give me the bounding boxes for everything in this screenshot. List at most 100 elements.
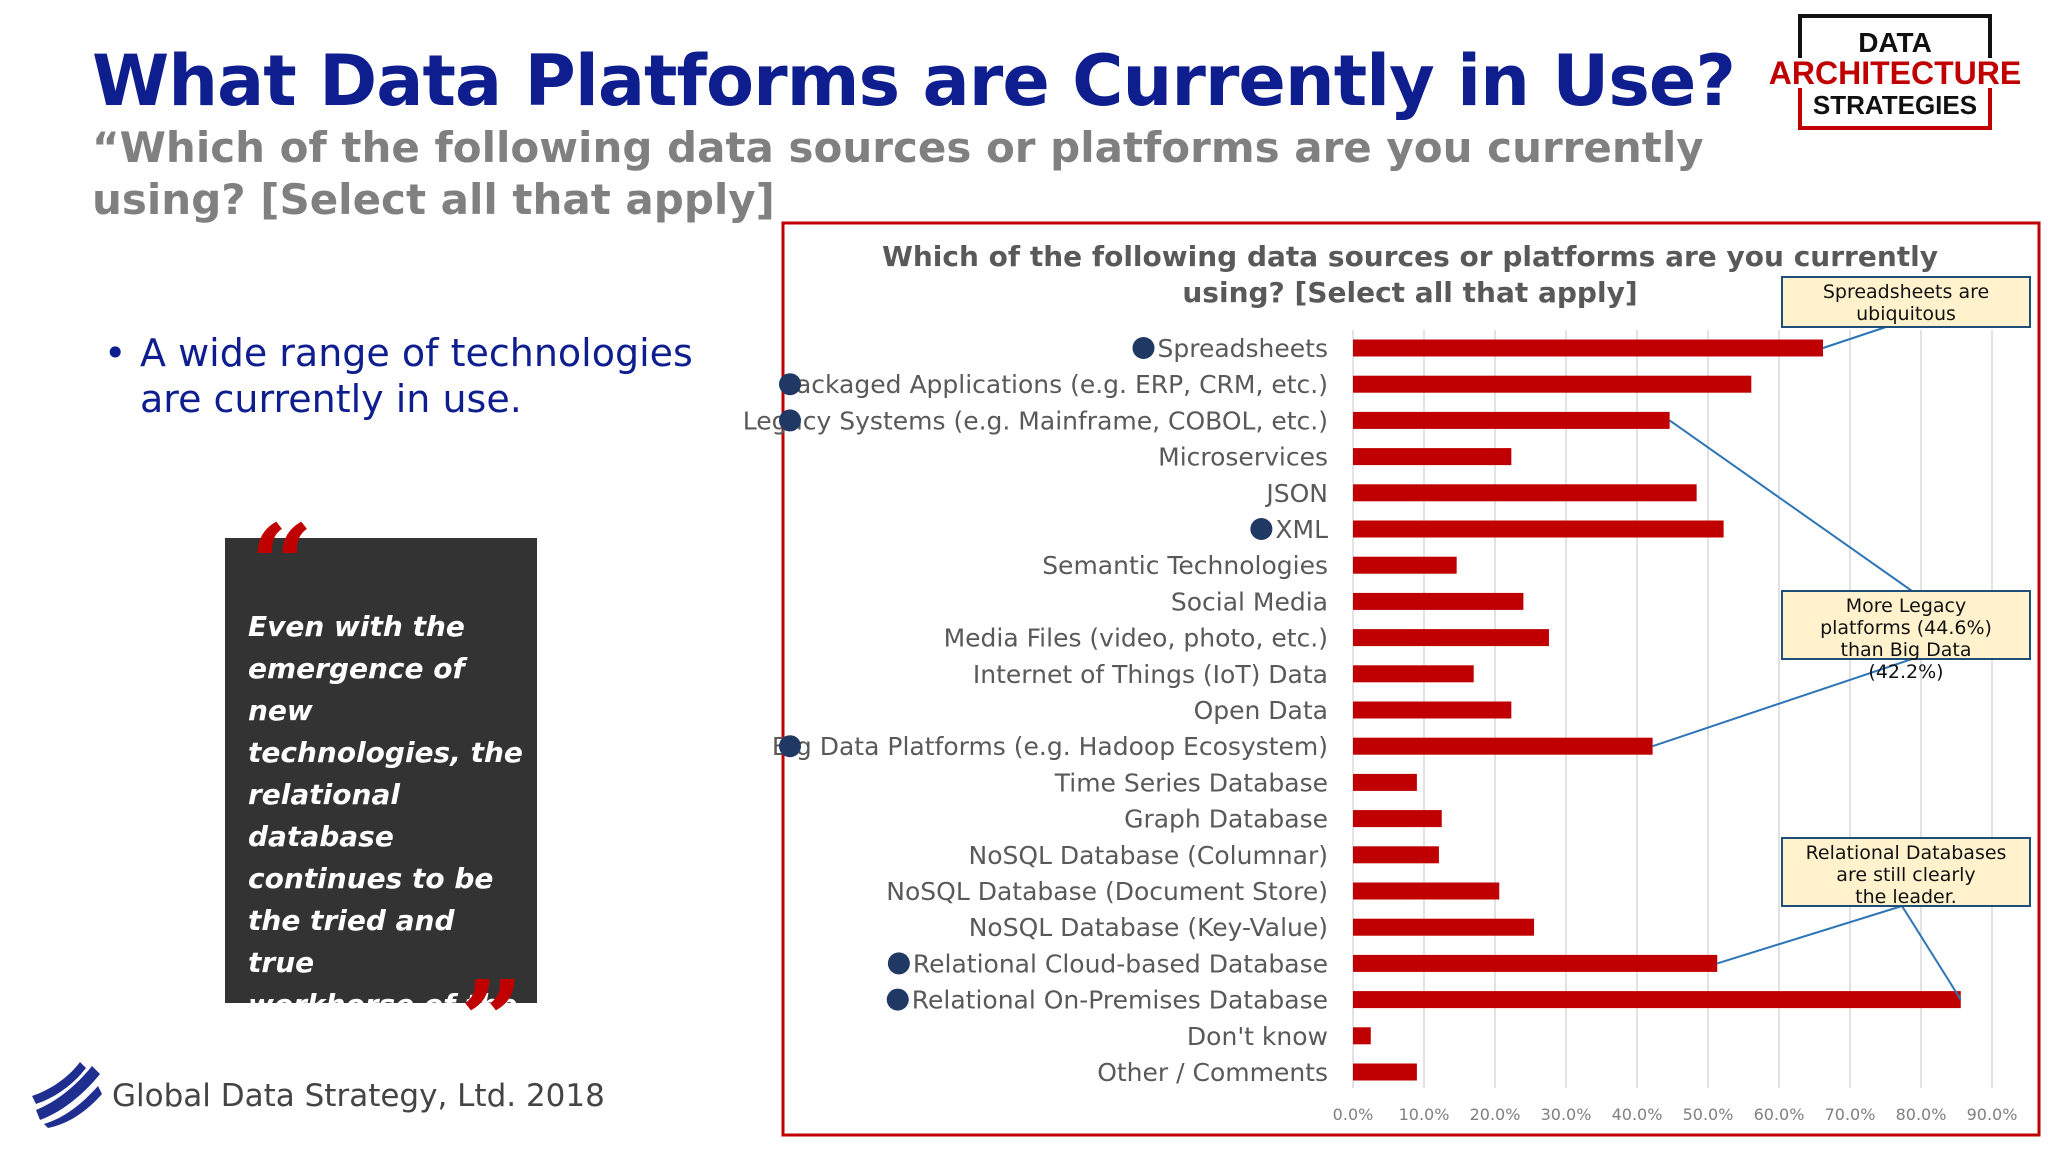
category-label: Media Files (video, photo, etc.) — [944, 624, 1328, 653]
bar — [1353, 484, 1697, 502]
x-tick-label: 20.0% — [1470, 1105, 1521, 1124]
highlight-marker-dot — [779, 409, 801, 432]
category-label: Time Series Database — [1054, 768, 1328, 797]
bar — [1353, 846, 1439, 864]
category-label: Relational Cloud-based Database — [913, 949, 1328, 978]
x-tick-label: 0.0% — [1333, 1105, 1374, 1124]
close-quote-mark: ” — [460, 956, 524, 1085]
x-tick-label: 10.0% — [1399, 1105, 1450, 1124]
bar — [1353, 701, 1512, 719]
bar — [1353, 1027, 1371, 1045]
highlight-marker-dot — [779, 373, 801, 396]
logo-line-architecture: ARCHITECTURE — [1769, 55, 2021, 91]
slide-subtitle: “Which of the following data sources or … — [92, 123, 1704, 224]
category-label: Relational On-Premises Database — [912, 986, 1328, 1015]
bar — [1353, 737, 1653, 755]
callout-leader-line — [1901, 905, 1962, 1001]
highlight-marker-dot — [1132, 337, 1155, 359]
quote-line: organization. — [248, 1030, 458, 1063]
quote-line: emergence of new — [248, 652, 465, 727]
category-label: Big Data Platforms (e.g. Hadoop Ecosyste… — [772, 732, 1328, 761]
x-tick-label: 30.0% — [1541, 1105, 1592, 1124]
global-data-strategy-logo-icon — [32, 1062, 102, 1128]
bar — [1353, 629, 1549, 647]
logo-line-strategies: STRATEGIES — [1813, 90, 1977, 120]
bar — [1353, 339, 1824, 357]
callout-leader-line — [1822, 326, 1887, 349]
category-label: Don't know — [1187, 1022, 1328, 1051]
quote-line: Even with the — [248, 610, 465, 643]
callout-leader-line — [1669, 419, 1913, 592]
x-tick-label: 80.0% — [1896, 1105, 1947, 1124]
callout-text: Spreadsheets are ubiquitous — [1823, 281, 1989, 325]
bar — [1353, 954, 1718, 972]
category-label: NoSQL Database (Key-Value) — [969, 913, 1328, 942]
highlight-marker-dot — [886, 988, 909, 1011]
quote-text: Even with the emergence of new technolog… — [248, 606, 528, 1068]
chart-bars — [1353, 339, 1961, 1081]
callout-text: Relational Databases are still clearly the… — [1806, 842, 2007, 908]
quote-line: workhorse of the — [248, 988, 518, 1021]
quote-line: relational database — [248, 778, 400, 853]
callout-leader-lines — [1652, 326, 1962, 1001]
callout-leader-line — [1716, 905, 1903, 965]
bullet-dot: • — [104, 331, 127, 375]
chart-title-line-1: Which of the following data sources or p… — [882, 240, 1938, 273]
x-tick-label: 70.0% — [1825, 1105, 1876, 1124]
quote-line: technologies, the — [248, 736, 523, 769]
bar — [1353, 411, 1670, 429]
callout-text: More Legacy platforms (44.6%) than Big Dat… — [1820, 595, 1992, 683]
category-label: NoSQL Database (Document Store) — [886, 877, 1328, 906]
open-quote-mark: “ — [250, 500, 314, 629]
chart-callouts: Spreadsheets are ubiquitous More Legacy pla… — [1781, 276, 2031, 908]
bar — [1353, 991, 1961, 1009]
quote-box — [225, 538, 537, 1003]
category-label: JSON — [1264, 479, 1328, 508]
category-label: Open Data — [1194, 696, 1328, 725]
bar — [1353, 448, 1512, 466]
quote-line: continues to be — [248, 862, 494, 895]
x-tick-label: 60.0% — [1754, 1105, 1805, 1124]
bar — [1353, 592, 1524, 610]
category-label: NoSQL Database (Columnar) — [969, 841, 1329, 870]
category-label: Spreadsheets — [1158, 334, 1329, 363]
category-label: XML — [1275, 515, 1328, 544]
bar — [1353, 375, 1752, 393]
callout-box — [1781, 276, 2031, 328]
chart-x-ticks: 0.0% 10.0% 20.0% 30.0% 40.0% 50.0% 60.0% 70.0% 8… — [1333, 1105, 2018, 1124]
category-label: Semantic Technologies — [1042, 551, 1328, 580]
highlight-marker-dot — [1250, 518, 1273, 540]
bar — [1353, 882, 1500, 900]
x-tick-label: 40.0% — [1612, 1105, 1663, 1124]
chart-title-line-2: using? [Select all that apply] — [1182, 276, 1637, 309]
bar — [1353, 1063, 1417, 1081]
footer-text: Global Data Strategy, Ltd. 2018 — [112, 1078, 605, 1114]
highlight-marker-dot — [887, 952, 910, 975]
x-tick-label: 90.0% — [1967, 1105, 2018, 1124]
category-label: Social Media — [1171, 587, 1328, 616]
bullet-point: • A wide range of technologies are curre… — [104, 330, 744, 422]
callout-leader-line — [1652, 658, 1913, 748]
bar — [1353, 665, 1474, 683]
category-label: Graph Database — [1124, 805, 1328, 834]
bar — [1353, 520, 1724, 538]
callout-box — [1781, 837, 2031, 907]
category-label: Packaged Applications (e.g. ERP, CRM, et… — [782, 370, 1328, 399]
bullet-text: A wide range of technologies are current… — [140, 331, 693, 421]
category-label: Other / Comments — [1097, 1058, 1328, 1087]
logo-line-data: DATA — [1858, 27, 1932, 58]
highlight-marker-dot — [779, 735, 801, 758]
category-label: Legacy Systems (e.g. Mainframe, COBOL, e… — [743, 406, 1328, 435]
category-label: Internet of Things (IoT) Data — [973, 660, 1328, 689]
callout-box — [1781, 590, 2031, 660]
data-architecture-strategies-logo: DATA ARCHITECTURE STRATEGIES — [1769, 14, 2021, 130]
slide-title: What Data Platforms are Currently in Use… — [92, 40, 1736, 122]
chart-category-labels: Spreadsheets Packaged Applications (e.g. … — [743, 334, 1328, 1087]
bar — [1353, 918, 1535, 936]
x-tick-label: 50.0% — [1683, 1105, 1734, 1124]
bar — [1353, 556, 1457, 574]
category-label: Microservices — [1158, 443, 1328, 472]
quote-line: the tried and true — [248, 904, 455, 979]
bar — [1353, 773, 1417, 791]
